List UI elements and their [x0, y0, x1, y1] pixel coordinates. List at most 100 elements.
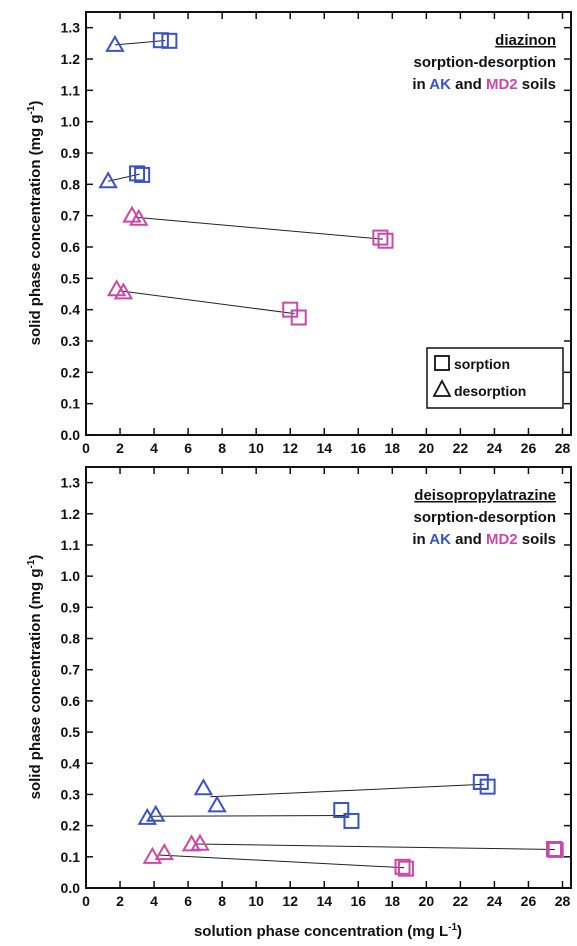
y-tick-label: 0.7	[61, 208, 81, 224]
panel-deisopropylatrazine: 0.0 0.1 0.2 0.3 0.4 0.5 0.6 0.7 0.8 0.9 1.0 1.1 1.2 1…	[61, 466, 572, 909]
desorption-point	[98, 171, 118, 189]
connector-line	[158, 854, 405, 869]
chart-subtitle-2: in AK and MD2 soils	[412, 76, 556, 93]
y-tick-label: 0.5	[61, 724, 81, 740]
x-tick-label: 26	[521, 440, 537, 456]
y-tick-label: 0.5	[61, 270, 81, 286]
y-tick-label: 0.9	[61, 145, 81, 161]
plot-frame	[85, 466, 572, 889]
plot-frame	[85, 11, 572, 436]
x-tick-label: 14	[316, 893, 332, 909]
x-tick-label: 18	[385, 893, 401, 909]
connector-line	[119, 290, 295, 315]
sorption-point	[394, 858, 411, 875]
connector-line	[210, 783, 485, 798]
subtitle-mid: and	[451, 76, 486, 93]
y-tick-label: 0.2	[61, 364, 81, 380]
subtitle-post: soils	[518, 76, 556, 93]
x-tick-label: 2	[116, 440, 124, 456]
y-tick-label: 0.9	[61, 599, 81, 615]
y-tick-label: 1.3	[61, 20, 81, 36]
chart-subtitle: sorption-desorption	[414, 54, 557, 71]
subtitle-md2: MD2	[486, 531, 518, 548]
sorption-point	[547, 841, 564, 858]
legend-sorption-label: sorption	[454, 356, 510, 372]
y-tick-label: 1.0	[61, 114, 81, 130]
desorption-point	[137, 807, 157, 825]
x-tick-label: 12	[282, 440, 298, 456]
y-tick-label: 0.7	[61, 662, 81, 678]
x-tick-label: 12	[282, 893, 298, 909]
sorption-point	[377, 232, 394, 249]
subtitle-post: soils	[518, 531, 556, 548]
sorption-point	[333, 802, 350, 819]
x-tick-label: 6	[184, 440, 192, 456]
x-tick-label: 4	[150, 893, 158, 909]
connector-line	[135, 216, 384, 240]
subtitle-md2: MD2	[486, 76, 518, 93]
y-tick-label: 0.1	[61, 396, 81, 412]
panel-diazinon: 0.0 0.1 0.2 0.3 0.4 0.5 0.6 0.7 0.8 0.9 1.0 1.1 1.2 1…	[61, 11, 572, 456]
desorption-point	[190, 833, 210, 851]
y-tick-label: 0.6	[61, 693, 81, 709]
connector-line	[195, 843, 555, 850]
y-tick-label: 0.1	[61, 849, 81, 865]
subtitle-pre: in	[412, 76, 429, 93]
y-axis-label-top: solid phase concentration (mg g-1)	[26, 101, 44, 346]
y-tick-label: 1.1	[61, 537, 81, 553]
y-tick-label: 0.3	[61, 333, 81, 349]
x-axis-label: solution phase concentration (mg L-1)	[194, 922, 462, 940]
desorption-point	[113, 282, 134, 300]
legend-desorption-label: desorption	[454, 383, 526, 399]
y-tick-label: 1.2	[61, 51, 81, 67]
y-tick-label: 0.0	[61, 427, 81, 443]
legend-desorption-symbol	[432, 379, 452, 397]
connector-line	[114, 40, 166, 46]
x-tick-label: 22	[453, 440, 469, 456]
x-tick-label: 4	[150, 440, 158, 456]
x-tick-label: 8	[218, 440, 226, 456]
subtitle-ak: AK	[429, 76, 451, 93]
sorption-point	[134, 166, 151, 183]
chart-title: diazinon	[495, 32, 556, 49]
x-tick-label: 24	[487, 893, 503, 909]
y-tick-label: 0.4	[61, 755, 81, 771]
desorption-point	[146, 804, 166, 822]
x-tick-label: 8	[218, 893, 226, 909]
desorption-point	[207, 795, 227, 813]
x-tick-label: 28	[555, 893, 571, 909]
y-tick-label: 1.3	[61, 475, 81, 491]
desorption-point	[105, 34, 125, 52]
x-tick-label: 10	[248, 893, 264, 909]
subtitle-mid: and	[451, 531, 486, 548]
x-tick-label: 18	[385, 440, 401, 456]
chart-title: deisopropylatrazine	[414, 487, 556, 504]
sorption-point	[479, 778, 496, 795]
y-tick-label: 0.4	[61, 302, 81, 318]
sorption-point	[372, 229, 389, 246]
x-tick-labels: 0 2 4 6 8 10 12 14 16 18 20 22 24 26 28	[82, 12, 570, 456]
x-tick-label: 0	[82, 893, 90, 909]
sorption-point	[129, 165, 146, 182]
y-tick-label: 0.2	[61, 818, 81, 834]
legend-sorption-symbol	[434, 355, 450, 371]
chart-subtitle-2: in AK and MD2 soils	[412, 531, 556, 548]
x-tick-label: 16	[350, 893, 366, 909]
x-tick-label: 26	[521, 893, 537, 909]
x-tick-label: 28	[555, 440, 571, 456]
desorption-point	[142, 846, 163, 864]
y-tick-label: 0.6	[61, 239, 81, 255]
y-tick-label: 1.2	[61, 506, 81, 522]
y-tick-labels: 0.0 0.1 0.2 0.3 0.4 0.5 0.6 0.7 0.8 0.9 1.0 1.1 1.2 1…	[61, 475, 571, 896]
x-tick-label: 16	[350, 440, 366, 456]
data-marks	[98, 32, 394, 326]
subtitle-pre: in	[412, 531, 429, 548]
desorption-point	[181, 834, 202, 852]
x-tick-label: 20	[419, 893, 435, 909]
x-tick-label: 6	[184, 893, 192, 909]
sorption-point	[152, 32, 169, 49]
sorption-point	[290, 309, 307, 326]
desorption-point	[154, 843, 175, 861]
y-tick-label: 0.0	[61, 880, 81, 896]
